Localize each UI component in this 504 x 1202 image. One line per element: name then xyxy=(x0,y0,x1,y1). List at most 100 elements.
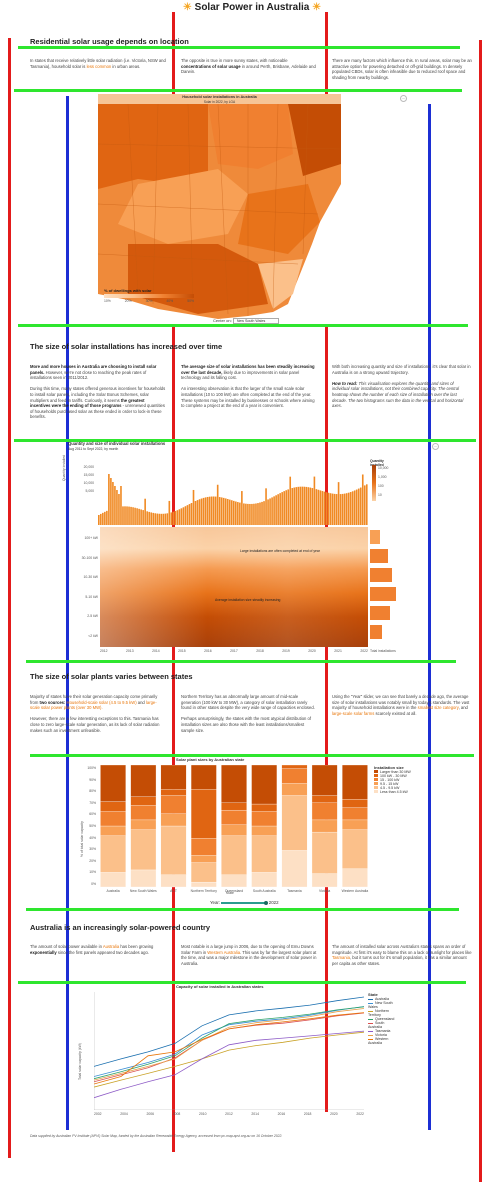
sun-icon: ☀ xyxy=(182,2,192,13)
year-slider-track[interactable] xyxy=(221,901,266,904)
heat-legend-title: Quantity installed xyxy=(370,459,384,467)
legend-item: 15 - 100 kW xyxy=(374,778,411,782)
s4-col1: The amount of solar power available in A… xyxy=(30,944,154,955)
stacked-bar-segment xyxy=(342,799,368,808)
legend-item: 9.5 - 15 kW xyxy=(374,782,411,786)
histogram-bar xyxy=(353,490,356,525)
map-subtitle: Solar in 2022, by LGA xyxy=(203,100,236,104)
histogram-bar xyxy=(359,487,362,525)
stacked-bar-segment xyxy=(100,825,126,836)
histogram-bar xyxy=(186,505,189,525)
plant-legend: Installation size Larger than 30 MW 100 k… xyxy=(374,765,411,794)
histogram-bar xyxy=(98,515,100,525)
stacked-bar-segment xyxy=(311,765,338,796)
installations-chart[interactable]: Quantity and size of individual solar in… xyxy=(62,441,398,657)
heatmap-note-large: Large installations are often completed … xyxy=(240,549,320,553)
histogram-bar xyxy=(182,507,185,525)
bar-y-label: Quantity installed xyxy=(62,454,66,481)
stacked-bar-segment xyxy=(160,789,187,796)
histogram-bar xyxy=(116,490,118,525)
stacked-bar-segment xyxy=(221,824,247,836)
histogram-bar xyxy=(220,497,223,525)
green-guide-line xyxy=(18,981,466,984)
heatmap-note-average: Average installation size steadily incre… xyxy=(215,598,281,602)
histogram-bar xyxy=(327,492,330,525)
series-line xyxy=(94,1030,364,1099)
histogram-bar xyxy=(126,506,128,525)
stacked-bar-segment xyxy=(130,829,157,871)
histogram-bar xyxy=(289,476,292,525)
chart-title: Capacity of solar installed in Australia… xyxy=(176,984,264,989)
histogram-bar xyxy=(305,486,308,525)
x-tick-label: ACT xyxy=(170,889,177,893)
stacked-bar-segment xyxy=(251,811,278,827)
histogram-bar xyxy=(237,502,239,525)
legend-item: Northern Territory xyxy=(368,1009,389,1017)
legend-item: 4.5 - 9.5 kW xyxy=(374,786,411,790)
histogram-bar xyxy=(164,513,167,525)
histogram-bar xyxy=(297,486,300,525)
histogram-bar xyxy=(301,486,304,525)
legend-title: State xyxy=(368,992,378,997)
s2-col2: The average size of solar installations … xyxy=(181,364,315,409)
choropleth-map xyxy=(98,104,341,324)
histogram-bar xyxy=(146,511,148,525)
histogram-bar xyxy=(214,496,217,525)
stacked-bar-segment xyxy=(342,765,368,800)
stacked-bar-segment xyxy=(160,765,187,790)
histogram-bar xyxy=(339,494,342,525)
series-line xyxy=(94,996,364,1067)
center-on-select[interactable]: New South Wales xyxy=(232,318,279,324)
histogram-bar xyxy=(224,498,227,525)
histogram-bar xyxy=(331,493,334,525)
s2-col1: More and more houses in Australia are ch… xyxy=(30,364,166,420)
histogram-bar xyxy=(365,484,368,525)
footer-note: Data supplied by Australian PV Institute… xyxy=(30,1134,283,1138)
stacked-bar-segment xyxy=(281,850,308,888)
stacked-bar-segment xyxy=(100,835,126,873)
center-on-label: Center on: xyxy=(213,318,232,323)
stacked-bar-segment xyxy=(251,835,278,873)
histogram-bar xyxy=(140,509,142,525)
histogram-bar xyxy=(343,493,346,525)
histogram-bar xyxy=(208,496,211,525)
section-heading: Australia is an increasingly solar-power… xyxy=(30,923,211,932)
page-title-text: Solar Power in Australia xyxy=(194,2,310,13)
stacked-bar-segment xyxy=(221,874,247,888)
year-slider-thumb[interactable] xyxy=(263,900,268,905)
histogram-bar xyxy=(194,500,197,525)
more-options-icon[interactable]: ⋯ xyxy=(432,443,439,450)
histogram-bar xyxy=(202,497,205,525)
solar-map[interactable]: Household solar installations in Austral… xyxy=(98,94,341,324)
histogram-bar xyxy=(333,493,336,525)
stacked-bar-segment xyxy=(221,802,247,811)
chart-title: Solar plant sizes by Australian state xyxy=(176,757,245,762)
histogram-bar xyxy=(170,512,173,525)
histogram-bar xyxy=(347,492,350,525)
more-options-icon[interactable]: ⋯ xyxy=(400,95,407,102)
green-guide-line xyxy=(26,660,456,663)
histogram-bar xyxy=(112,482,114,525)
histogram-bar xyxy=(178,509,181,525)
histogram-bar xyxy=(249,503,251,525)
legend-title: Installation size xyxy=(374,765,404,770)
series-line xyxy=(94,1012,364,1085)
histogram-bar xyxy=(335,494,338,525)
series-line xyxy=(94,1031,364,1088)
page-title: ☀ Solar Power in Australia ☀ xyxy=(0,2,504,13)
s3-col2: Northern Territory has an abnormally lar… xyxy=(181,694,315,733)
histogram-bar xyxy=(110,478,112,525)
plant-size-chart[interactable]: Solar plant sizes by Australian state 10… xyxy=(76,757,426,907)
histogram-bar xyxy=(206,496,209,525)
chart-subtitle: Aug 2011 to Sept 2022, by month xyxy=(68,447,119,451)
legend-item: Less than 4.5 kW xyxy=(374,790,411,794)
section-heading: Residential solar usage depends on locat… xyxy=(30,37,189,46)
legend-item: Queensland xyxy=(368,1017,396,1021)
series-line xyxy=(94,1006,364,1077)
capacity-chart[interactable]: Capacity of solar installed in Australia… xyxy=(76,984,396,1120)
x-tick-label: New South Wales xyxy=(130,889,157,893)
x-ticks: 2002 2004 2006 2008 2010 2012 2014 2016 2018 2020… xyxy=(94,1112,364,1116)
x-tick-label: Western Australia xyxy=(342,889,369,893)
histogram-bar xyxy=(251,503,253,525)
histogram-bar xyxy=(192,489,195,525)
